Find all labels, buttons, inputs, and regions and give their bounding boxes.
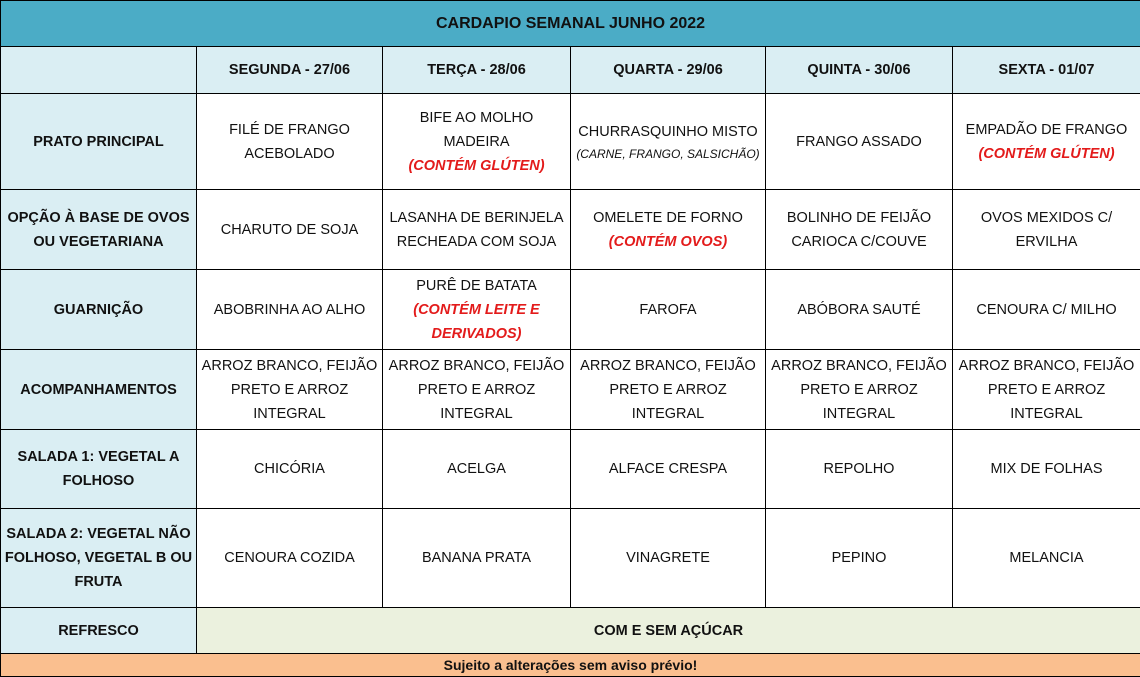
menu-cell: ABOBRINHA AO ALHO (196, 269, 383, 350)
menu-row: ACOMPANHAMENTOS ARROZ BRANCO, FEIJÃO PRET… (0, 349, 1140, 430)
menu-cell: PURÊ DE BATATA (CONTÉM LEITE E DERIVADOS) (382, 269, 571, 350)
menu-cell: EMPADÃO DE FRANGO (CONTÉM GLÚTEN) (952, 93, 1140, 190)
corner-cell (0, 46, 197, 94)
menu-row: OPÇÃO À BASE DE OVOS OU VEGETARIANA CHARU… (0, 189, 1140, 270)
dish-name: ARROZ BRANCO, FEIJÃO PRETO E ARROZ INTEG… (958, 357, 1135, 422)
dish-name: OVOS MEXIDOS C/ ERVILHA (980, 209, 1113, 250)
allergen-note: (CONTÉM GLÚTEN) (978, 145, 1115, 162)
dish-name: OMELETE DE FORNO (593, 209, 743, 226)
menu-cell: ARROZ BRANCO, FEIJÃO PRETO E ARROZ INTEG… (570, 349, 766, 430)
day-header: SEGUNDA - 27/06 (196, 46, 383, 94)
dish-name: MELANCIA (1009, 550, 1084, 566)
day-header: TERÇA - 28/06 (382, 46, 571, 94)
allergen-note: (CONTÉM OVOS) (608, 233, 728, 250)
dish-name: FILÉ DE FRANGO ACEBOLADO (229, 121, 350, 162)
menu-row: GUARNIÇÃO ABOBRINHA AO ALHO PURÊ DE BATATA… (0, 269, 1140, 350)
menu-cell: CENOURA COZIDA (196, 508, 383, 608)
row-label: REFRESCO (0, 607, 197, 654)
dish-name: EMPADÃO DE FRANGO (965, 121, 1128, 138)
menu-cell: CHICÓRIA (196, 429, 383, 509)
menu-cell: OMELETE DE FORNO (CONTÉM OVOS) (570, 189, 766, 270)
menu-cell: FRANGO ASSADO (765, 93, 953, 190)
dish-name: BANANA PRATA (421, 550, 532, 566)
row-label: SALADA 1: VEGETAL A FOLHOSO (0, 429, 197, 509)
dish-name: CHURRASQUINHO MISTO (578, 123, 758, 140)
day-header: QUINTA - 30/06 (765, 46, 953, 94)
refresco-value: COM E SEM AÇÚCAR (196, 607, 1140, 654)
menu-cell: CHARUTO DE SOJA (196, 189, 383, 270)
dish-name: ARROZ BRANCO, FEIJÃO PRETO E ARROZ INTEG… (580, 357, 756, 422)
day-header-row: SEGUNDA - 27/06 TERÇA - 28/06 QUARTA - 2… (0, 46, 1140, 94)
dish-name: ARROZ BRANCO, FEIJÃO PRETO E ARROZ INTEG… (201, 357, 378, 422)
menu-cell: ARROZ BRANCO, FEIJÃO PRETO E ARROZ INTEG… (382, 349, 571, 430)
dish-name: PURÊ DE BATATA (416, 277, 537, 294)
menu-cell: MELANCIA (952, 508, 1140, 608)
allergen-note: (CONTÉM GLÚTEN) (408, 157, 545, 174)
dish-name: ABÓBORA SAUTÉ (797, 301, 921, 318)
menu-cell: ACELGA (382, 429, 571, 509)
row-label: GUARNIÇÃO (0, 269, 197, 350)
dish-name: REPOLHO (823, 461, 895, 477)
menu-cell: VINAGRETE (570, 508, 766, 608)
row-label: PRATO PRINCIPAL (0, 93, 197, 190)
dish-name: ARROZ BRANCO, FEIJÃO PRETO E ARROZ INTEG… (771, 357, 947, 422)
menu-cell: BANANA PRATA (382, 508, 571, 608)
dish-name: LASANHA DE BERINJELA RECHEADA COM SOJA (389, 209, 564, 250)
footer-row: Sujeito a alterações sem aviso prévio! (0, 653, 1140, 677)
menu-cell: BOLINHO DE FEIJÃO CARIOCA C/COUVE (765, 189, 953, 270)
dish-name: FRANGO ASSADO (796, 133, 922, 150)
menu-row: SALADA 1: VEGETAL A FOLHOSO CHICÓRIA ACELG… (0, 429, 1140, 509)
dish-name: MIX DE FOLHAS (990, 461, 1103, 477)
menu-cell: ARROZ BRANCO, FEIJÃO PRETO E ARROZ INTEG… (952, 349, 1140, 430)
dish-name: FAROFA (639, 301, 697, 318)
menu-cell: ALFACE CRESPA (570, 429, 766, 509)
menu-cell: CENOURA C/ MILHO (952, 269, 1140, 350)
menu-cell: REPOLHO (765, 429, 953, 509)
row-label: SALADA 2: VEGETAL NÃO FOLHOSO, VEGETAL B… (0, 508, 197, 608)
menu-row: SALADA 2: VEGETAL NÃO FOLHOSO, VEGETAL B… (0, 508, 1140, 608)
menu-cell: ARROZ BRANCO, FEIJÃO PRETO E ARROZ INTEG… (196, 349, 383, 430)
menu-cell: FILÉ DE FRANGO ACEBOLADO (196, 93, 383, 190)
day-header: QUARTA - 29/06 (570, 46, 766, 94)
dish-name: CENOURA C/ MILHO (976, 301, 1117, 318)
menu-cell: CHURRASQUINHO MISTO (CARNE, FRANGO, SALSI… (570, 93, 766, 190)
dish-name: VINAGRETE (626, 550, 710, 566)
dish-name: BIFE AO MOLHO MADEIRA (419, 109, 534, 150)
dish-name: ABOBRINHA AO ALHO (213, 301, 366, 318)
dish-name: CHARUTO DE SOJA (220, 221, 359, 238)
menu-cell: FAROFA (570, 269, 766, 350)
menu-cell: PEPINO (765, 508, 953, 608)
menu-cell: ABÓBORA SAUTÉ (765, 269, 953, 350)
dish-name: ALFACE CRESPA (608, 461, 728, 477)
menu-cell: ARROZ BRANCO, FEIJÃO PRETO E ARROZ INTEG… (765, 349, 953, 430)
allergen-note: (CONTÉM LEITE E DERIVADOS) (413, 301, 540, 342)
menu-title: CARDAPIO SEMANAL JUNHO 2022 (0, 0, 1140, 47)
dish-name: BOLINHO DE FEIJÃO CARIOCA C/COUVE (786, 209, 932, 250)
day-header: SEXTA - 01/07 (952, 46, 1140, 94)
menu-row: PRATO PRINCIPAL FILÉ DE FRANGO ACEBOLADO B… (0, 93, 1140, 190)
dish-name: ARROZ BRANCO, FEIJÃO PRETO E ARROZ INTEG… (388, 357, 565, 422)
dish-name: ACELGA (447, 461, 506, 477)
menu-cell: MIX DE FOLHAS (952, 429, 1140, 509)
row-label: OPÇÃO À BASE DE OVOS OU VEGETARIANA (0, 189, 197, 270)
dish-name: CENOURA COZIDA (224, 550, 355, 566)
dish-name: PEPINO (831, 550, 887, 566)
footer-disclaimer: Sujeito a alterações sem aviso prévio! (0, 653, 1140, 677)
menu-cell: LASANHA DE BERINJELA RECHEADA COM SOJA (382, 189, 571, 270)
menu-cell: BIFE AO MOLHO MADEIRA (CONTÉM GLÚTEN) (382, 93, 571, 190)
dish-name: CHICÓRIA (254, 461, 325, 477)
menu-cell: OVOS MEXIDOS C/ ERVILHA (952, 189, 1140, 270)
dish-detail: (CARNE, FRANGO, SALSICHÃO) (576, 146, 760, 161)
row-label: ACOMPANHAMENTOS (0, 349, 197, 430)
refresco-row: REFRESCO COM E SEM AÇÚCAR (0, 607, 1140, 654)
